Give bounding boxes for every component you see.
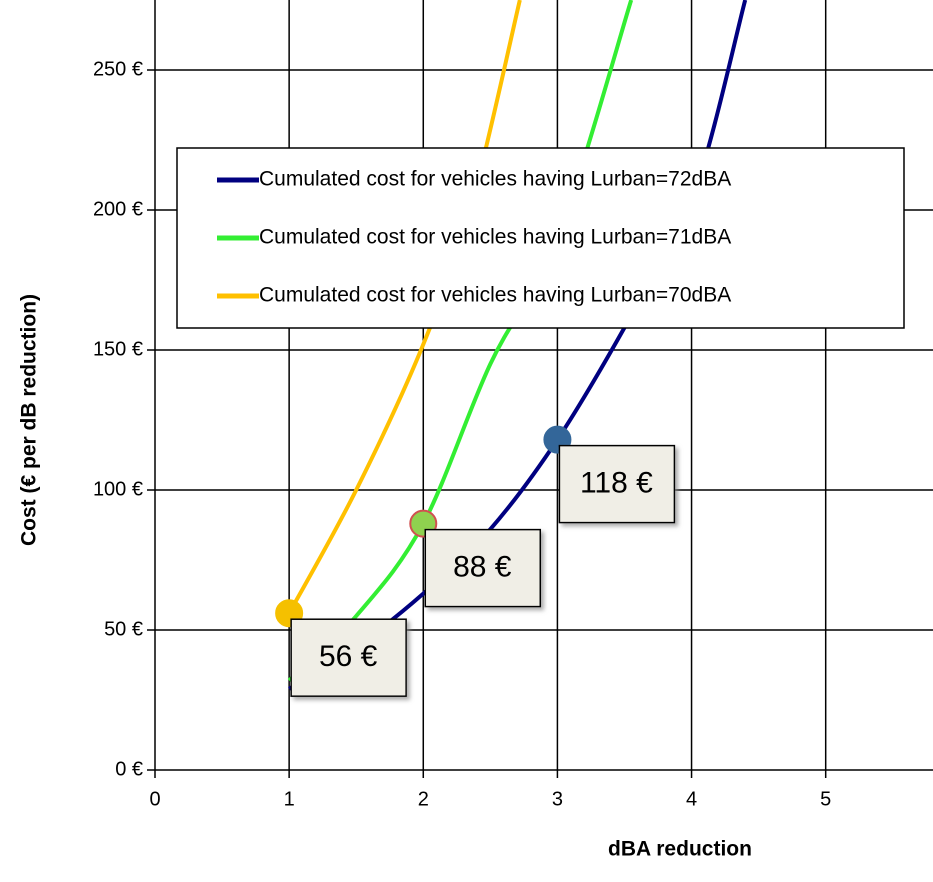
y-tick-label: 250 € (93, 58, 143, 80)
y-tick-label: 100 € (93, 478, 143, 500)
callout-box (424, 528, 542, 608)
x-tick-label: 0 (149, 788, 160, 810)
legend-label: Cumulated cost for vehicles having Lurba… (259, 168, 731, 191)
x-tick-label: 3 (552, 788, 563, 810)
data-line (287, 0, 522, 615)
legend-box (176, 147, 905, 329)
y-tick-label: 50 € (104, 618, 143, 640)
y-tick-label: 150 € (93, 338, 143, 360)
callout-label: 88 € (453, 551, 512, 584)
x-tick-label: 2 (418, 788, 429, 810)
legend-label: Cumulated cost for vehicles having Lurba… (259, 284, 731, 307)
callout-box (558, 444, 676, 524)
y-tick-label: 200 € (93, 198, 143, 220)
legend-label: Cumulated cost for vehicles having Lurba… (259, 226, 731, 249)
callout-label: 118 € (580, 467, 653, 500)
x-axis-label: dBA reduction (608, 838, 752, 861)
x-tick-label: 5 (820, 788, 831, 810)
y-axis-label: Cost (€ per dB reduction) (18, 294, 41, 546)
y-tick-label: 0 € (115, 758, 143, 780)
x-tick-label: 4 (686, 788, 697, 810)
callout-label: 56 € (319, 640, 378, 673)
callout-box (290, 618, 407, 697)
x-tick-label: 1 (284, 788, 295, 810)
